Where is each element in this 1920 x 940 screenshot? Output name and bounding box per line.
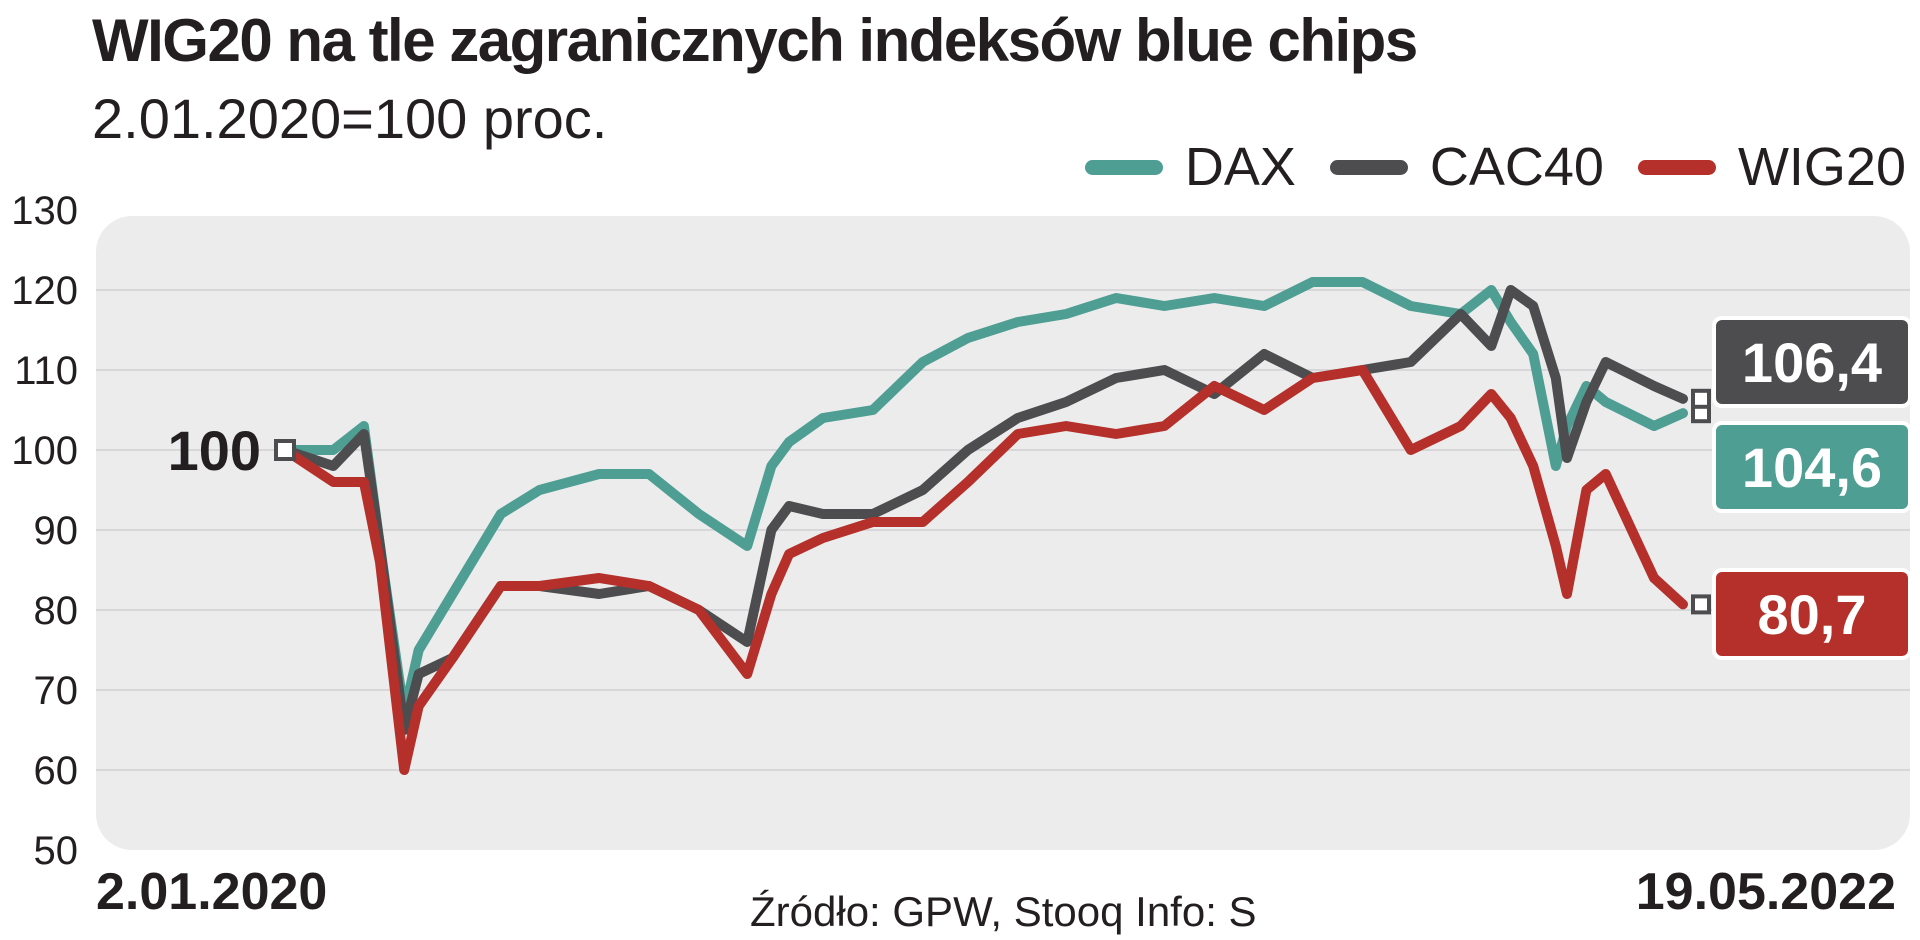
y-tick-label: 70 [34, 669, 79, 713]
y-tick-label: 120 [11, 269, 78, 313]
legend-swatch-dax [1084, 159, 1163, 175]
source-note: Źródło: GPW, Stooq Info: S [750, 888, 1257, 935]
end-marker-cac40 [1691, 388, 1711, 409]
legend-item-wig20: WIG20 [1637, 136, 1906, 198]
series-line-wig20 [280, 365, 1688, 775]
legend-item-dax: DAX [1084, 136, 1296, 198]
legend: DAX CAC40 WIG20 [1084, 136, 1906, 198]
start-marker [274, 439, 296, 461]
x-start-label: 2.01.2020 [96, 863, 328, 921]
y-tick-label: 50 [34, 829, 79, 873]
end-value-box-dax [1712, 421, 1912, 513]
end-value-label-wig20: 80,7 [1758, 583, 1867, 646]
end-value-box-wig20 [1712, 568, 1912, 660]
chart-title: WIG20 na tle zagranicznych indeksów blue… [92, 7, 1418, 74]
y-tick-label: 130 [11, 189, 78, 233]
end-marker-wig20 [1691, 594, 1711, 615]
legend-swatch-wig20 [1637, 159, 1716, 175]
end-value-box-cac40 [1712, 316, 1912, 408]
legend-label-dax: DAX [1184, 137, 1296, 197]
y-tick-label: 90 [34, 509, 79, 553]
plot-background [96, 216, 1910, 850]
series-line-dax [280, 277, 1688, 719]
legend-item-cac40: CAC40 [1329, 136, 1604, 198]
legend-label-cac40: CAC40 [1429, 137, 1604, 197]
y-tick-label: 60 [34, 749, 79, 793]
end-value-label-cac40: 106,4 [1742, 331, 1882, 394]
y-tick-label: 110 [14, 349, 78, 393]
y-tick-label: 100 [11, 429, 78, 473]
legend-label-wig20: WIG20 [1737, 137, 1906, 197]
end-value-label-dax: 104,6 [1742, 436, 1882, 499]
legend-swatch-cac40 [1329, 159, 1408, 175]
y-tick-label: 80 [34, 589, 79, 633]
baseline-label: 100 [168, 419, 261, 482]
x-end-label: 19.05.2022 [1635, 863, 1896, 921]
chart-subtitle: 2.01.2020=100 proc. [92, 87, 608, 150]
